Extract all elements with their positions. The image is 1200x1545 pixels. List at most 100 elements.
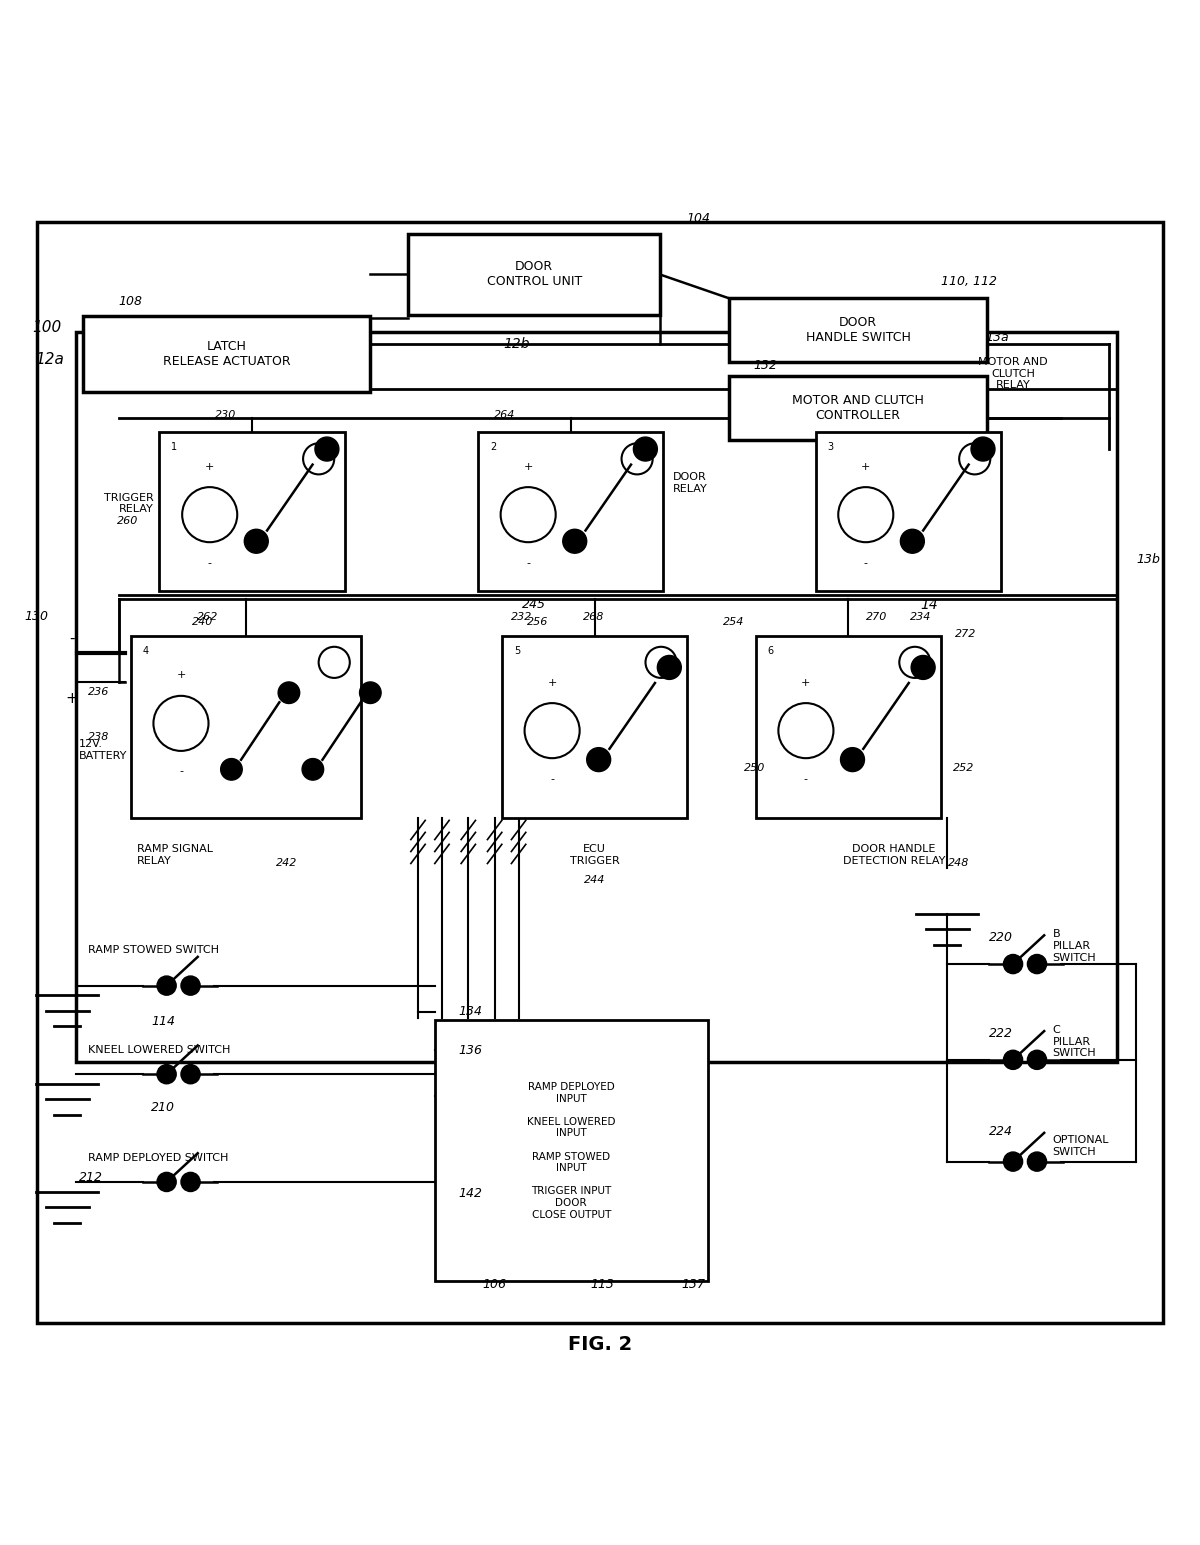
Bar — [756, 637, 941, 817]
Circle shape — [302, 759, 324, 780]
Text: -: - — [804, 774, 808, 783]
Text: +: + — [802, 678, 811, 688]
Text: 13a: 13a — [985, 332, 1009, 345]
Text: 12V.
BATTERY: 12V. BATTERY — [79, 739, 127, 760]
Bar — [76, 332, 1117, 1063]
Circle shape — [1003, 1153, 1022, 1171]
Text: +: + — [176, 671, 186, 680]
Text: 262: 262 — [197, 612, 218, 621]
Circle shape — [221, 759, 242, 780]
Text: DOOR
RELAY: DOOR RELAY — [673, 473, 708, 494]
Bar — [434, 1020, 708, 1281]
Text: 12b: 12b — [503, 337, 529, 351]
Circle shape — [278, 681, 300, 703]
Text: ECU
TRIGGER: ECU TRIGGER — [570, 844, 619, 865]
Text: 272: 272 — [954, 629, 976, 638]
Text: 1: 1 — [172, 442, 178, 453]
Circle shape — [634, 437, 658, 460]
Text: RAMP DEPLOYED
INPUT

KNEEL LOWERED
INPUT

RAMP STOWED
INPUT

TRIGGER INPUT
DOOR
: RAMP DEPLOYED INPUT KNEEL LOWERED INPUT … — [527, 1082, 616, 1219]
Text: 244: 244 — [584, 876, 605, 885]
Text: 242: 242 — [276, 859, 298, 868]
Circle shape — [314, 437, 338, 460]
Text: 106: 106 — [482, 1278, 506, 1292]
Text: 3: 3 — [828, 442, 834, 453]
Text: 6: 6 — [768, 646, 774, 655]
Text: -: - — [179, 766, 182, 777]
Bar — [730, 377, 986, 440]
Text: 232: 232 — [511, 612, 533, 621]
Circle shape — [1027, 1153, 1046, 1171]
Text: 130: 130 — [24, 610, 48, 623]
Text: 238: 238 — [88, 732, 109, 742]
Circle shape — [900, 530, 924, 553]
Text: -: - — [70, 630, 74, 646]
Text: MOTOR AND
CLUTCH
RELAY: MOTOR AND CLUTCH RELAY — [978, 357, 1048, 391]
Text: 108: 108 — [119, 295, 143, 309]
Bar — [83, 317, 370, 392]
Bar — [816, 433, 1001, 590]
Text: 264: 264 — [493, 409, 515, 420]
Circle shape — [911, 655, 935, 680]
Text: 134: 134 — [458, 1006, 482, 1018]
Text: 250: 250 — [744, 763, 766, 772]
Circle shape — [360, 681, 382, 703]
Text: 13b: 13b — [1136, 553, 1160, 565]
Circle shape — [245, 530, 269, 553]
Text: 104: 104 — [686, 212, 710, 224]
Text: -: - — [550, 774, 554, 783]
Text: DOOR
HANDLE SWITCH: DOOR HANDLE SWITCH — [805, 317, 911, 345]
Text: 268: 268 — [583, 612, 605, 621]
Text: 2: 2 — [490, 442, 496, 453]
Text: TRIGGER
RELAY: TRIGGER RELAY — [103, 493, 154, 514]
Text: 260: 260 — [116, 516, 138, 527]
Circle shape — [157, 1173, 176, 1191]
Circle shape — [157, 1065, 176, 1083]
Text: 230: 230 — [215, 409, 236, 420]
Circle shape — [563, 530, 587, 553]
Text: B
PILLAR
SWITCH: B PILLAR SWITCH — [1052, 930, 1096, 963]
Circle shape — [1003, 955, 1022, 973]
Text: 252: 252 — [953, 763, 974, 772]
Text: 254: 254 — [724, 616, 745, 627]
Circle shape — [181, 1173, 200, 1191]
Text: 240: 240 — [192, 616, 214, 627]
Text: 12a: 12a — [35, 352, 64, 368]
Text: RAMP SIGNAL
RELAY: RAMP SIGNAL RELAY — [137, 844, 212, 865]
Text: KNEEL LOWERED SWITCH: KNEEL LOWERED SWITCH — [88, 1046, 230, 1055]
Text: 236: 236 — [88, 688, 109, 697]
Text: 142: 142 — [458, 1188, 482, 1200]
Circle shape — [1027, 1051, 1046, 1069]
Circle shape — [587, 748, 611, 771]
Text: +: + — [547, 678, 557, 688]
Circle shape — [658, 655, 682, 680]
Circle shape — [1027, 955, 1046, 973]
Text: 4: 4 — [143, 646, 149, 655]
Text: 210: 210 — [151, 1102, 175, 1114]
Text: RAMP STOWED SWITCH: RAMP STOWED SWITCH — [88, 944, 218, 955]
Text: DOOR HANDLE
DETECTION RELAY: DOOR HANDLE DETECTION RELAY — [842, 844, 946, 865]
Bar — [730, 298, 986, 362]
Text: +: + — [205, 462, 215, 471]
Bar — [502, 637, 688, 817]
Text: 14: 14 — [920, 598, 938, 612]
Text: 113: 113 — [590, 1278, 614, 1292]
Text: -: - — [208, 558, 211, 567]
Text: 132: 132 — [754, 358, 778, 372]
Text: 220: 220 — [989, 932, 1013, 944]
Text: +: + — [862, 462, 870, 471]
Text: 212: 212 — [79, 1171, 103, 1183]
Circle shape — [971, 437, 995, 460]
Circle shape — [181, 976, 200, 995]
Text: FIG. 2: FIG. 2 — [568, 1335, 632, 1355]
Text: 256: 256 — [527, 616, 548, 627]
Text: 270: 270 — [865, 612, 887, 621]
Bar — [160, 433, 344, 590]
Text: 110, 112: 110, 112 — [941, 275, 997, 287]
Text: 224: 224 — [989, 1125, 1013, 1139]
Text: RAMP DEPLOYED SWITCH: RAMP DEPLOYED SWITCH — [88, 1153, 228, 1163]
Bar — [478, 433, 664, 590]
Circle shape — [157, 976, 176, 995]
Text: 136: 136 — [458, 1044, 482, 1057]
Text: MOTOR AND CLUTCH
CONTROLLER: MOTOR AND CLUTCH CONTROLLER — [792, 394, 924, 422]
Text: 137: 137 — [682, 1278, 706, 1292]
